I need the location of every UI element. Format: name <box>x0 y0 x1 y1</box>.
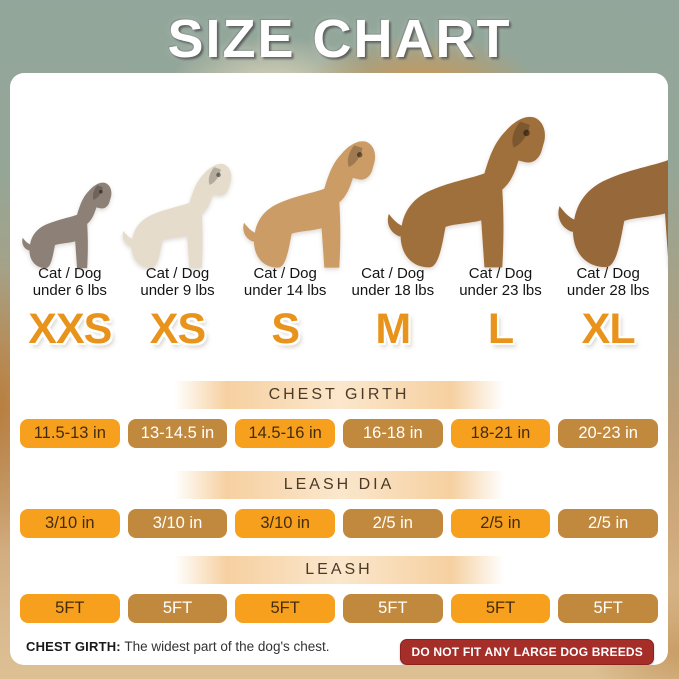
leash-dia-value: 3/10 in <box>20 509 120 538</box>
leash-dia-value: 2/5 in <box>558 509 658 538</box>
chest-girth-value: 14.5-16 in <box>235 419 335 448</box>
page-title: SIZE CHART <box>167 9 512 69</box>
warning-badge-no-large-breeds: DO NOT FIT ANY LARGE DOG BREEDS <box>400 639 654 665</box>
leash-dia-row: 3/10 in 3/10 in 3/10 in 2/5 in 2/5 in 2/… <box>10 509 668 538</box>
leash-row: 5FT 5FT 5FT 5FT 5FT 5FT <box>10 594 668 623</box>
chest-girth-value: 16-18 in <box>342 419 443 448</box>
chest-girth-value: 18-21 in <box>450 419 551 448</box>
size-label-s: S <box>271 305 300 353</box>
leash-dia-value: 3/10 in <box>127 509 228 538</box>
leash-value: 5FT <box>235 594 335 623</box>
leash-value: 5FT <box>558 594 658 623</box>
pet-weight-label: Cat / Dog under 28 lbs <box>566 265 650 299</box>
size-label-xxs: XXS <box>28 305 112 353</box>
section-header-chest-girth: CHEST GIRTH <box>174 381 504 409</box>
dog-photo-french-bulldog <box>240 73 376 268</box>
pet-weight-label: Cat / Dog under 18 lbs <box>351 265 435 299</box>
pet-weight-row: Cat / Dog under 6 lbs Cat / Dog under 9 lb… <box>10 265 668 301</box>
chest-girth-value: 13-14.5 in <box>127 419 228 448</box>
size-label-m: M <box>375 305 411 353</box>
dog-photo-beagle <box>554 73 668 268</box>
chest-girth-value: 20-23 in <box>558 419 658 448</box>
chart-panel: Cat / Dog under 6 lbs Cat / Dog under 9 lb… <box>10 73 668 665</box>
size-letter-row: XXS XS S M L XL <box>10 305 668 357</box>
pet-weight-label: Cat / Dog under 6 lbs <box>32 265 107 299</box>
dog-photo-jack-russell-terrier <box>120 73 232 268</box>
dog-photo-row <box>10 73 668 269</box>
note-chest-girth: CHEST GIRTH: The widest part of the dog'… <box>26 639 330 654</box>
pet-weight-label: Cat / Dog under 23 lbs <box>459 265 542 299</box>
chest-girth-row: 11.5-13 in 13-14.5 in 14.5-16 in 16-18 i… <box>10 419 668 448</box>
leash-value: 5FT <box>127 594 228 623</box>
pet-weight-label: Cat / Dog under 14 lbs <box>243 265 327 299</box>
size-label-l: L <box>487 305 514 353</box>
leash-dia-value: 2/5 in <box>342 509 443 538</box>
leash-value: 5FT <box>342 594 443 623</box>
footer: CHEST GIRTH: The widest part of the dog'… <box>10 623 668 665</box>
leash-dia-value: 3/10 in <box>235 509 335 538</box>
section-header-leash-dia: LEASH DIA <box>174 471 504 499</box>
dog-photo-beagle <box>384 73 546 268</box>
section-header-leash: LEASH <box>174 556 504 584</box>
size-label-xs: XS <box>149 305 206 353</box>
measurement-notes: CHEST GIRTH: The widest part of the dog'… <box>26 639 400 665</box>
size-label-xl: XL <box>581 305 636 353</box>
leash-value: 5FT <box>450 594 551 623</box>
chest-girth-value: 11.5-13 in <box>20 419 120 448</box>
leash-dia-value: 2/5 in <box>450 509 551 538</box>
pet-weight-label: Cat / Dog under 9 lbs <box>140 265 215 299</box>
leash-value: 5FT <box>20 594 120 623</box>
dog-photo-yorkshire-terrier <box>20 73 112 269</box>
warning-badges: DO NOT FIT ANY LARGE DOG BREEDS FOR REFE… <box>400 639 654 665</box>
